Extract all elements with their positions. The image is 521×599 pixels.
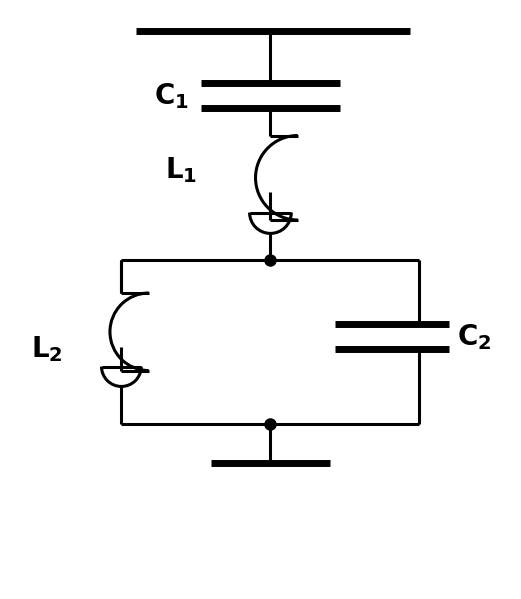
Text: $\mathbf{C_1}$: $\mathbf{C_1}$ [154, 81, 189, 111]
Text: $\mathbf{C_2}$: $\mathbf{C_2}$ [457, 322, 491, 352]
Text: $\mathbf{L_1}$: $\mathbf{L_1}$ [165, 155, 197, 185]
Text: $\mathbf{L_2}$: $\mathbf{L_2}$ [31, 334, 63, 364]
